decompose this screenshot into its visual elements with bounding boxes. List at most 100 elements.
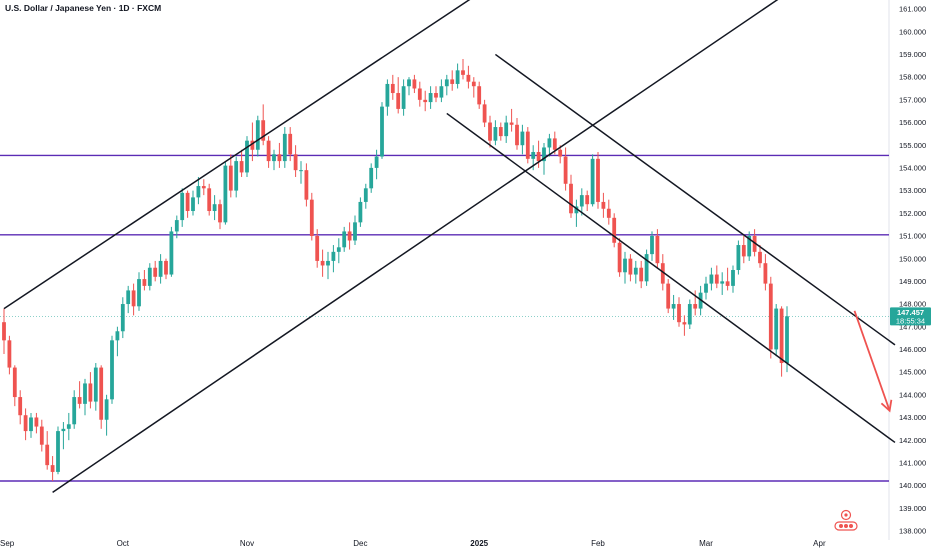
trend-channels [3,0,896,493]
tradingview-logo-icon[interactable] [834,509,858,531]
candle-body [299,170,303,172]
y-tick-label: 154.000 [899,163,926,172]
candle-body [142,279,147,286]
candle-body [439,86,444,98]
candle-117 [633,260,638,284]
last-price-value: 147.457 [897,308,924,317]
candle-143 [774,304,779,357]
candle-59 [320,249,325,277]
candle-body [180,192,185,221]
candle-body [223,165,228,223]
candle-body [428,93,433,103]
horizontal-levels [0,154,889,482]
x-tick-label: Nov [240,539,254,548]
candle-body [185,192,190,212]
candle-body [563,156,568,184]
time-axis-ticks[interactable]: Sep Oct Nov Dec 2025 Feb Mar Apr [0,539,826,548]
forecast-arrow-shaft[interactable] [853,310,891,411]
y-tick-label: 149.000 [899,277,926,286]
candle-5 [29,412,33,438]
candle-56 [304,163,309,207]
candle-body [731,270,735,286]
candle-55 [299,161,303,184]
channel-rising-upper[interactable] [3,0,479,310]
candle-49 [266,136,271,168]
candle-60 [326,251,330,280]
y-tick-label: 140.000 [899,481,926,490]
candle-94 [509,108,514,132]
x-tick-label: Mar [699,539,713,548]
channel-rising-lower[interactable] [52,0,787,493]
candle-body [515,124,519,146]
candle-140 [758,245,762,268]
candle-body [547,138,552,148]
x-tick-label: Sep [0,539,15,548]
candle-11 [61,422,66,450]
candle-78 [423,90,428,112]
candle-body [736,245,741,270]
candle-body [201,186,206,189]
candle-77 [417,81,422,107]
candle-body [601,201,606,209]
candle-82 [444,74,449,96]
candle-74 [401,79,406,116]
candle-93 [504,115,509,143]
candle-body [741,245,746,257]
candle-body [520,131,525,146]
candle-body [104,399,109,420]
candle-23 [126,285,131,314]
candle-16 [88,372,93,409]
candle-body [196,186,201,198]
candle-body [250,140,255,150]
candle-4 [23,408,28,441]
candle-body [218,204,222,223]
candle-body [23,415,28,432]
y-tick-label: 147.000 [899,322,926,331]
candle-body [461,70,465,75]
channel-falling-upper[interactable] [494,53,896,346]
candle-72 [390,74,395,100]
candle-105 [569,174,573,218]
candle-body [228,165,233,191]
candle-body [704,283,708,293]
candle-3 [18,390,23,425]
candle-67 [363,183,368,209]
candle-body [18,397,23,416]
candle-57 [309,192,314,241]
candle-body [509,122,514,125]
candle-body [277,154,282,162]
candle-37 [201,179,206,196]
y-tick-label: 138.000 [899,527,926,536]
candle-97 [525,127,530,164]
candle-body [536,152,541,162]
candle-body [569,183,573,214]
candle-body [774,308,779,350]
candle-body [417,88,422,100]
candle-64 [347,222,352,250]
candle-20 [110,335,114,404]
candle-144 [779,306,784,377]
candle-body [434,93,438,98]
candle-body [450,79,455,84]
candle-28 [153,260,158,282]
candle-0 [2,308,6,354]
candle-32 [174,215,179,239]
candle-43 [234,156,239,198]
candle-body [677,304,681,323]
candle-body [45,444,50,466]
candle-body [315,235,320,261]
candle-86 [466,65,471,89]
candle-42 [228,154,233,198]
candle-body [763,263,768,284]
candle-body [693,304,698,309]
candle-body [29,417,33,432]
candle-54 [293,145,298,177]
price-axis-ticks[interactable]: 138.000 139.000 140.000 141.000 142.000 143.0… [899,5,926,536]
candle-body [574,206,579,214]
candle-body [525,131,530,159]
candle-107 [579,188,584,216]
channel-falling-lower[interactable] [446,112,896,444]
candle-body [709,274,714,284]
